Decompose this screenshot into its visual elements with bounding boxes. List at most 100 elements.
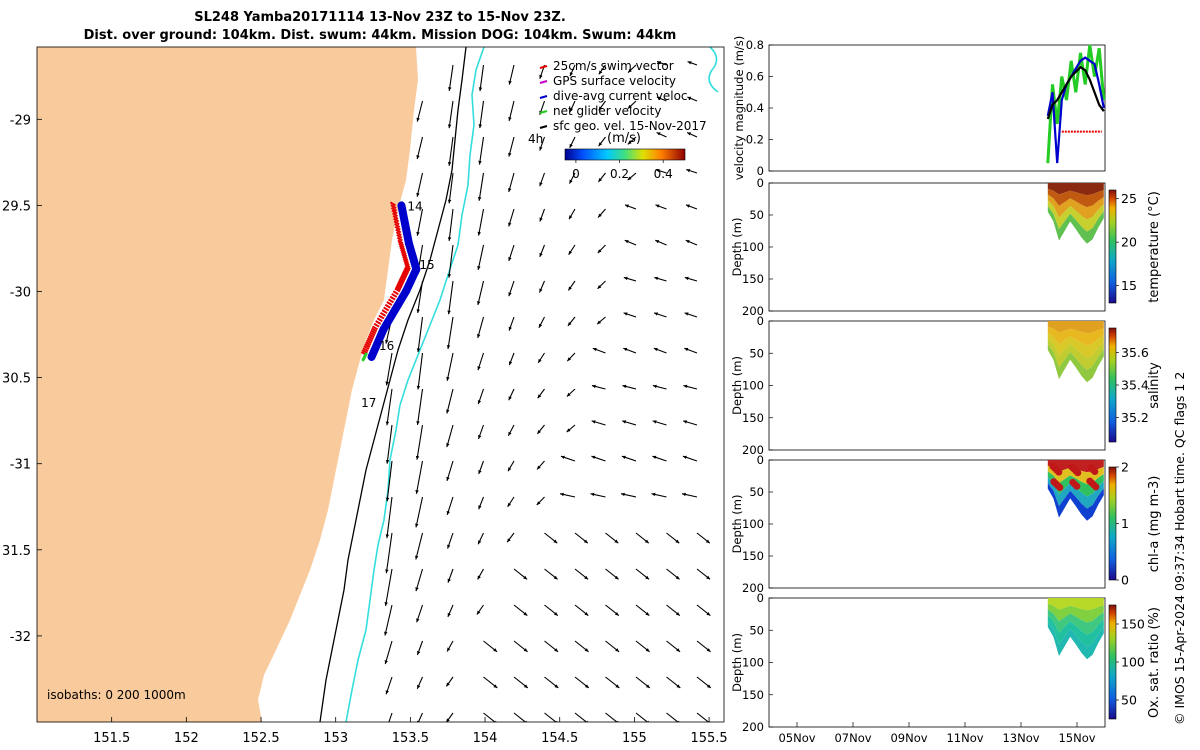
velocity-arrow [416, 388, 424, 425]
velocity-arrowhead [478, 505, 482, 510]
velocity-arrowhead [508, 396, 512, 401]
map-x-tick-label: 151.5 [93, 731, 130, 746]
depth-axis-label: Depth (m) [730, 218, 744, 277]
section-data-layer [1047, 621, 1104, 660]
velocity-arrow [386, 460, 393, 502]
velocity-arrowhead [569, 179, 573, 184]
chl-a-hotspot [1091, 468, 1099, 476]
velocity-arrowhead [653, 347, 658, 352]
swim-vector [370, 329, 377, 335]
velocity-arrow [446, 388, 454, 414]
velocity-arrow [415, 568, 424, 592]
map-x-tick-label: 152.5 [242, 731, 279, 746]
swim-vector [376, 317, 383, 323]
velocity-arrowhead [416, 231, 420, 236]
colorbar-label: Ox. sat. ratio (%) [1147, 607, 1162, 718]
chl-a-hotspot [1092, 483, 1100, 491]
velocity-arrow [415, 460, 424, 494]
velocity-arrowhead [652, 455, 657, 460]
velocity-arrowhead [706, 611, 711, 616]
velocity-arrowhead [676, 684, 681, 688]
swim-vector [384, 303, 391, 309]
velocity-arrowhead [447, 544, 451, 549]
legend-swatch [539, 79, 548, 85]
colorbar-tick-label: 0 [1121, 573, 1129, 588]
velocity-arrow [416, 172, 424, 197]
velocity-arrow [386, 388, 393, 426]
velocity-arrow [448, 100, 454, 129]
time-tick-label: 15Nov [1058, 731, 1095, 745]
velocity-arrowhead [508, 222, 512, 227]
velocity-arrow [666, 712, 679, 722]
velocity-arrowhead [569, 72, 574, 77]
velocity-arrow [448, 280, 454, 315]
velocity-arrowhead [537, 394, 542, 399]
velocity-arrow [446, 424, 454, 448]
velocity-arrowhead [385, 534, 390, 539]
velocity-arrowhead [645, 575, 650, 580]
swim-vector [400, 248, 407, 254]
velocity-arrowhead [477, 400, 482, 405]
velocity-arrowhead [683, 384, 688, 389]
velocity-arrowhead [478, 124, 483, 129]
velocity-arrowhead [654, 276, 659, 281]
velocity-y-tick-label: 0.6 [746, 70, 764, 84]
swim-vector [389, 295, 396, 301]
velocity-arrowhead [706, 575, 711, 580]
depth-tick-label: 200 [742, 581, 764, 595]
depth-axis-label: Depth (m) [730, 495, 744, 554]
velocity-arrowhead [553, 611, 558, 616]
velocity-arrow [416, 136, 424, 160]
legend-label: net glider velocity [553, 104, 661, 118]
map-x-tick-label: 155.5 [690, 731, 727, 746]
velocity-arrowhead [416, 192, 420, 197]
velocity-arrowhead [655, 168, 660, 173]
section-colorbar [1108, 327, 1117, 443]
velocity-arrowhead [477, 301, 481, 305]
depth-tick-label: 150 [742, 411, 764, 425]
depth-tick-label: 0 [757, 176, 764, 190]
legend-4h-label: 4h [528, 132, 543, 146]
colorbar-tick-label: 1 [1121, 516, 1129, 531]
velocity-arrowhead [657, 61, 662, 65]
swim-vector [363, 345, 370, 350]
velocity-arrow [479, 64, 485, 92]
map-y-tick-label: -29 [10, 113, 31, 128]
depth-tick-label: 200 [742, 443, 764, 457]
velocity-arrowhead [478, 540, 482, 545]
legend-label: 25cm/s swim vector [553, 59, 674, 73]
velocity-arrowhead [644, 539, 649, 544]
section-panel-chl-a: 0 50 100 150 200 Depth (m) 2 1 0 chl-a (mg m-3) [730, 453, 1162, 595]
swim-vector [391, 293, 398, 298]
section-data-layer [1047, 338, 1104, 370]
velocity-arrow [416, 208, 424, 236]
swim-vector [379, 312, 387, 317]
dive-avg-track-segment [379, 287, 410, 334]
velocity-arrowhead [584, 575, 589, 580]
swim-vector [401, 254, 408, 259]
velocity-series-line [1046, 65, 1105, 120]
depth-axis-label: Depth (m) [730, 633, 744, 692]
swim-vector [365, 341, 372, 346]
swim-vector [401, 271, 408, 277]
velocity-arrow [386, 424, 393, 464]
section-data-layer [1047, 206, 1104, 244]
velocity-arrowhead [615, 648, 620, 652]
swim-vector [398, 244, 406, 250]
velocity-y-tick-label: 0.2 [746, 133, 764, 147]
velocity-arrowhead [508, 292, 512, 297]
velocity-arrowhead [645, 684, 650, 688]
velocity-series-line [1046, 44, 1106, 164]
velocity-arrow [544, 712, 557, 722]
velocity-arrowhead [554, 648, 559, 652]
velocity-arrowhead [508, 431, 512, 436]
velocity-arrowhead [415, 555, 419, 560]
velocity-arrowhead [614, 611, 619, 616]
velocity-arrowhead [590, 492, 595, 497]
velocity-colorbar-ticks: 0 0.2 0.4 [572, 160, 673, 181]
swim-vector [403, 259, 410, 265]
velocity-arrowhead [553, 539, 558, 544]
velocity-arrowhead [384, 631, 388, 636]
velocity-arrowhead [539, 146, 543, 151]
